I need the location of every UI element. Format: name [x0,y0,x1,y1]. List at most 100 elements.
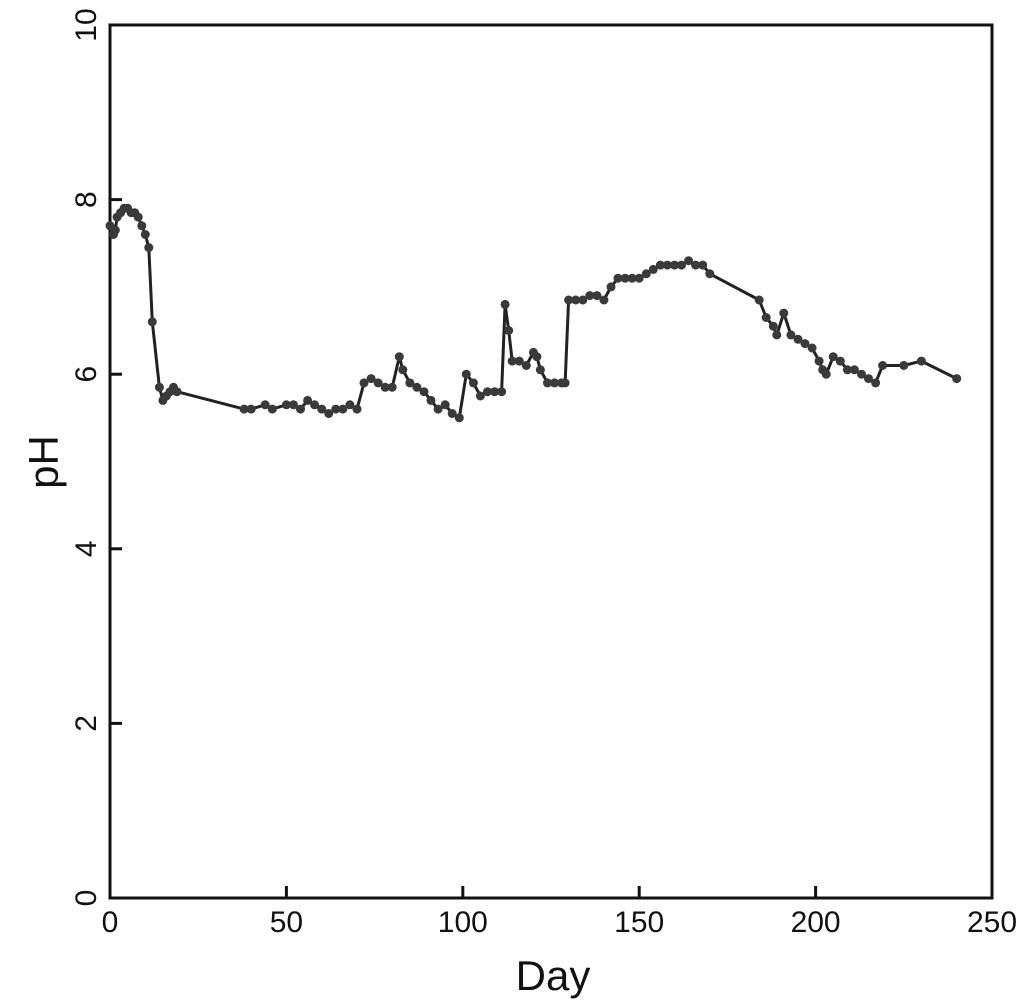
ph-data-point [398,365,408,375]
ph-data-point [331,404,341,414]
ph-data-point [578,295,588,305]
ph-data-point [779,308,789,318]
x-tick-label: 100 [438,906,488,939]
ph-data-point [380,382,390,392]
ph-data-point [317,404,327,414]
ph-data-point [761,313,771,322]
ph-data-point [786,330,796,340]
ph-data-point [352,404,362,414]
ph-data-point [373,378,383,388]
ph-data-point [359,378,369,388]
ph-data-point [490,387,500,397]
ph-data-point [684,256,694,266]
ph-data-point [324,409,334,418]
ph-data-point [140,230,150,239]
ph-data-point [303,395,313,405]
x-tick-label: 150 [614,906,664,939]
x-tick-label: 200 [791,906,841,939]
ph-data-point [133,212,143,222]
ph-data-point [412,382,422,392]
ph-data-point [793,334,803,344]
y-tick-label: 2 [70,715,103,732]
ph-data-point [655,260,665,270]
ph-data-point [246,404,256,414]
ph-data-point [800,339,810,349]
ph-data-point [705,269,715,279]
ph-data-point [426,395,436,405]
plot-frame [108,23,994,900]
ph-data-point [952,374,962,384]
ph-data-point [662,260,672,270]
ph-data-point [916,356,926,366]
ph-data-point [857,369,866,379]
ph-data-point [267,404,277,414]
ph-data-point [677,260,686,270]
ph-data-point [613,273,623,283]
ph-data-point [532,352,542,362]
ph-data-point [634,273,644,283]
ph-data-point [641,269,651,279]
ph-data-point [447,409,457,418]
ph-data-point [461,369,471,379]
ph-data-point [571,295,581,305]
ph-data-point [814,356,824,366]
ph-data-point [550,378,559,388]
ph-data-point [172,387,182,397]
ph-data-point [387,382,397,392]
ph-data-point [110,225,120,235]
y-tick-label: 4 [70,540,103,557]
ph-data-point [475,391,485,401]
ph-data-point [543,378,552,388]
ph-data-point [842,365,852,375]
ph-data-point [754,295,764,305]
ph-data-point [648,264,658,274]
ph-data-point [239,404,249,414]
ph-data-point [585,291,595,301]
x-axis-ticks: 0 50 100 150 200 250 [102,886,1017,939]
ph-data-point [144,243,154,253]
ph-data-point [483,387,492,397]
ph-data-point [433,404,443,414]
ph-data-point [772,330,782,340]
ph-data-point [419,387,429,397]
ph-data-point [260,400,270,410]
x-tick-label: 250 [967,906,1017,939]
ph-data-point [871,378,881,388]
ph-data-point [698,260,708,270]
ph-data-point [564,295,574,305]
ph-data-point [864,374,873,384]
x-tick-label: 0 [102,906,119,939]
ph-series-line [108,206,958,420]
ph-data-point [154,382,164,392]
ph-data-point [296,404,305,414]
ph-data-point [620,273,630,283]
ph-data-point [468,378,478,388]
ph-data-point [835,356,845,366]
ph-data-point [394,352,404,362]
ph-data-point [289,400,298,410]
ph-data-point [807,343,817,353]
ph-data-point [899,361,909,370]
ph-data-point [828,352,838,362]
ph-data-point [405,378,415,388]
ph-data-point [627,273,637,283]
ph-data-point [768,321,778,331]
ph-data-point [366,374,376,384]
ph-data-point [497,387,507,397]
ph-data-point [691,260,701,270]
ph-data-point [521,361,531,370]
ph-data-point [670,260,679,270]
ph-data-point [310,400,320,410]
ph-data-point [878,361,888,370]
ph-data-point [440,400,450,410]
y-tick-label: 10 [70,8,103,41]
ph-data-point [821,369,831,379]
ph-data-point [281,400,291,410]
ph-data-point [535,365,545,375]
ph-data-point [504,326,514,335]
y-axis-ticks: 0 2 4 6 8 10 [70,8,122,906]
ph-data-point [137,221,147,231]
ph-data-point [500,299,510,309]
ph-series-points [105,203,962,423]
